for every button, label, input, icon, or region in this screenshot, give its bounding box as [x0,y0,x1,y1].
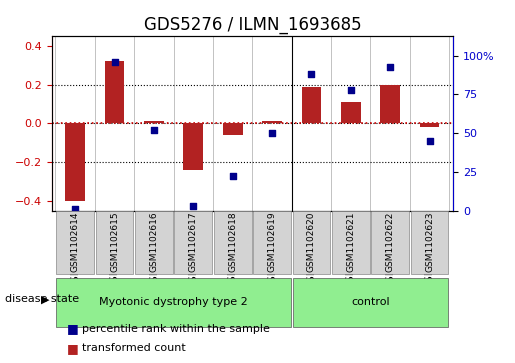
Text: transformed count: transformed count [82,343,186,354]
Text: GSM1102619: GSM1102619 [267,212,277,272]
FancyBboxPatch shape [253,211,291,274]
Point [189,203,197,209]
FancyBboxPatch shape [175,211,212,274]
FancyBboxPatch shape [293,211,330,274]
FancyBboxPatch shape [135,211,173,274]
Text: Myotonic dystrophy type 2: Myotonic dystrophy type 2 [99,297,248,307]
Text: GSM1102616: GSM1102616 [149,212,159,272]
Text: control: control [351,297,390,307]
Title: GDS5276 / ILMN_1693685: GDS5276 / ILMN_1693685 [144,16,361,34]
FancyBboxPatch shape [293,278,449,327]
Text: GSM1102618: GSM1102618 [228,212,237,272]
FancyBboxPatch shape [56,211,94,274]
Text: ▶: ▶ [41,294,50,305]
Text: GSM1102622: GSM1102622 [386,212,394,272]
Text: percentile rank within the sample: percentile rank within the sample [82,323,270,334]
Point [268,130,276,136]
Text: ■: ■ [67,342,79,355]
Bar [381,85,400,123]
FancyBboxPatch shape [56,278,291,327]
Point [71,206,79,212]
Point [150,127,158,133]
Text: GSM1102620: GSM1102620 [307,212,316,272]
Point [347,87,355,93]
Bar [223,123,243,135]
FancyBboxPatch shape [410,211,449,274]
Text: GSM1102615: GSM1102615 [110,212,119,272]
Point [229,174,237,179]
Bar [302,87,321,123]
Text: GSM1102623: GSM1102623 [425,212,434,272]
FancyBboxPatch shape [332,211,370,274]
Point [110,59,118,65]
Bar [183,123,203,170]
Text: GSM1102614: GSM1102614 [71,212,80,272]
Text: GSM1102617: GSM1102617 [189,212,198,272]
Bar [341,102,360,123]
FancyBboxPatch shape [96,211,133,274]
Point [425,138,434,144]
Text: disease state: disease state [5,294,79,305]
Text: ■: ■ [67,322,79,335]
FancyBboxPatch shape [371,211,409,274]
Bar [144,122,164,123]
Point [307,72,316,77]
Point [386,64,394,69]
Bar [262,122,282,123]
Bar [420,123,439,127]
FancyBboxPatch shape [214,211,251,274]
Bar [65,123,85,201]
Bar [105,61,124,123]
Text: GSM1102621: GSM1102621 [346,212,355,272]
